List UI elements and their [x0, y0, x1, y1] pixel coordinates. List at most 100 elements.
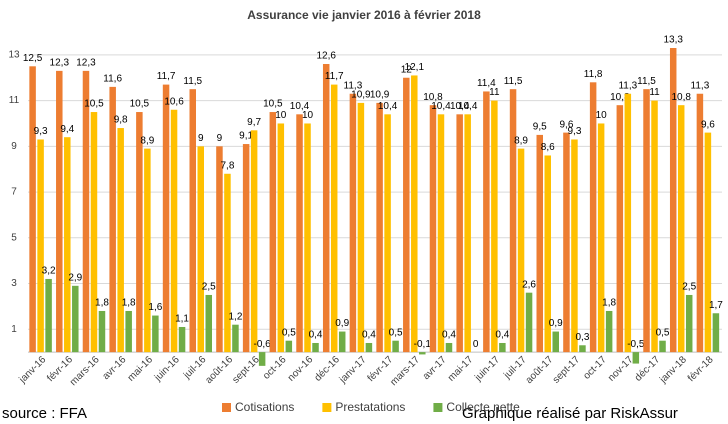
value-label: 9 [217, 133, 223, 144]
value-label: 11,3 [691, 80, 710, 91]
value-label: 10,9 [351, 90, 371, 101]
value-label: 11,5 [183, 76, 202, 87]
bar [125, 310, 132, 353]
bar [162, 84, 170, 353]
bar [685, 294, 693, 353]
bar [491, 100, 498, 353]
value-label: 10,5 [263, 99, 283, 110]
bar [152, 315, 159, 353]
value-label: 10,4 [458, 101, 478, 112]
value-label: -0,6 [254, 339, 272, 350]
y-tick-label: 7 [11, 187, 17, 198]
bar [597, 123, 605, 353]
value-label: 11,5 [637, 76, 656, 87]
x-tick-label: mai-17 [446, 354, 476, 384]
value-label: 11,7 [325, 71, 344, 82]
bar [437, 114, 445, 353]
bar [258, 352, 266, 366]
x-tick-label: avr-17 [421, 354, 449, 382]
bar [411, 75, 418, 353]
x-tick-label: janv-16 [17, 354, 49, 386]
value-label: 10,8 [423, 92, 443, 103]
value-label: 11,4 [477, 78, 496, 89]
bar [659, 340, 666, 353]
value-label: 9,4 [60, 124, 74, 135]
bar [216, 146, 223, 353]
value-label: 11,5 [504, 76, 523, 87]
bar [205, 294, 212, 353]
bar [517, 148, 525, 353]
bar [285, 340, 293, 353]
bar [72, 285, 79, 353]
value-label: 0,9 [335, 318, 349, 329]
bar [552, 331, 559, 353]
value-label: 9,3 [567, 126, 581, 137]
bar [536, 134, 543, 353]
bar [376, 102, 383, 353]
value-label: 12,6 [316, 51, 336, 62]
y-tick-label: 3 [11, 278, 17, 289]
value-label: 0,4 [442, 330, 456, 341]
value-label: 9 [198, 133, 204, 144]
value-label: 9,1 [239, 131, 253, 142]
x-tick-label: mars-16 [68, 354, 102, 388]
x-tick-label: nov-16 [286, 354, 316, 384]
x-tick-label: août-16 [203, 354, 235, 386]
source: source : FFA [2, 405, 87, 422]
value-label: 2,9 [68, 272, 82, 283]
y-tick-label: 13 [8, 50, 20, 61]
value-label: 2,6 [522, 279, 536, 290]
value-label: 10,5 [84, 99, 104, 110]
chart-title: Assurance vie janvier 2016 à février 201… [247, 8, 481, 22]
bar [445, 342, 453, 353]
bar [499, 342, 506, 353]
value-label: 2,5 [682, 282, 696, 293]
value-label: 10,9 [370, 90, 390, 101]
value-label: 0,3 [575, 332, 589, 343]
bar [64, 137, 71, 353]
value-label: 10 [275, 110, 287, 121]
value-label: -0,5 [627, 339, 645, 350]
bar [109, 86, 116, 353]
value-label: 9,6 [701, 119, 715, 130]
value-label: 9,8 [114, 115, 128, 126]
value-label: 1,8 [602, 298, 616, 309]
value-label: 1,8 [122, 298, 136, 309]
x-tick-label: mars-17 [388, 354, 422, 388]
value-label: 10,4 [450, 101, 470, 112]
bar [365, 342, 373, 353]
value-label: 11,7 [157, 71, 176, 82]
bar [82, 70, 90, 353]
value-label: 12,5 [23, 53, 43, 64]
bar [37, 139, 44, 353]
value-label: 9,5 [533, 122, 547, 133]
x-tick-label: janv-17 [337, 354, 369, 386]
bar [277, 123, 285, 353]
y-tick-label: 5 [11, 232, 17, 243]
x-tick-label: sept-16 [231, 354, 263, 386]
bar [322, 64, 330, 353]
x-tick-label: sept-17 [551, 354, 583, 386]
value-label: 10,6 [164, 96, 184, 107]
value-label: 0,4 [362, 330, 376, 341]
bar [357, 102, 365, 353]
value-label: -0,1 [414, 339, 432, 350]
bar [712, 313, 720, 353]
bar [403, 77, 410, 353]
bar [456, 114, 463, 353]
legend-label: Collecte nette [446, 400, 520, 414]
value-label: 10,4 [431, 101, 451, 112]
bar [624, 93, 632, 353]
bar [330, 84, 338, 353]
value-label: 11,8 [584, 69, 603, 80]
bar [696, 93, 704, 353]
value-label: 10 [302, 110, 314, 121]
bar [269, 112, 277, 353]
y-tick-label: 1 [11, 324, 17, 335]
bar [178, 326, 186, 353]
value-label: 10,5 [130, 99, 150, 110]
bar [643, 89, 650, 353]
bar [525, 292, 533, 353]
bar [571, 139, 578, 353]
